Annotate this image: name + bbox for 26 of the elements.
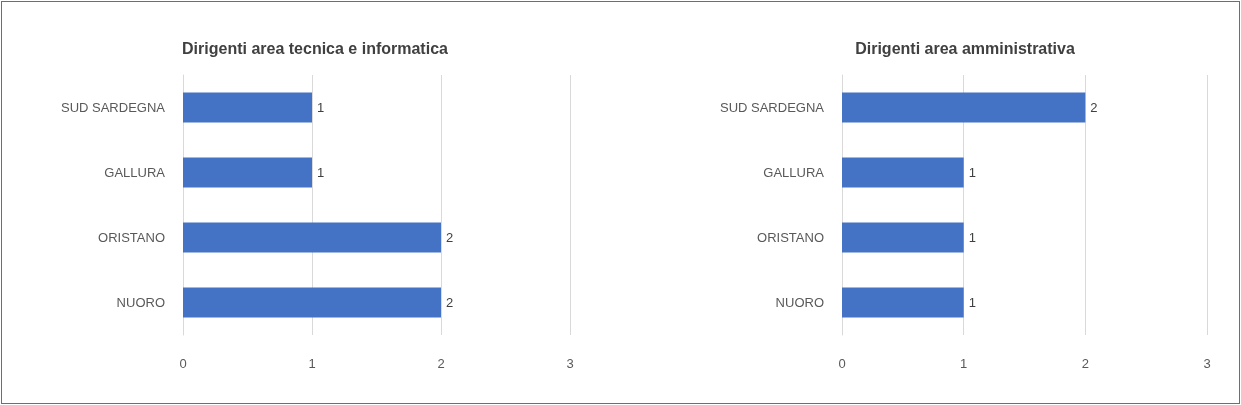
- chart-title: Dirigenti area tecnica e informatica: [182, 39, 449, 57]
- y-tick-label: NUORO: [116, 295, 165, 310]
- y-tick-label: ORISTANO: [757, 230, 824, 245]
- data-label: 1: [968, 165, 976, 180]
- x-tick-label: 1: [308, 356, 316, 371]
- y-tick-label: GALLURA: [763, 165, 825, 180]
- x-tick-label: 0: [838, 356, 846, 371]
- data-label: 2: [1090, 100, 1098, 115]
- data-label: 1: [968, 230, 976, 245]
- x-tick-label: 3: [566, 356, 574, 371]
- x-tick-label: 2: [1081, 356, 1089, 371]
- x-tick-label: 3: [1203, 356, 1211, 371]
- data-label: 1: [317, 165, 325, 180]
- y-tick-label: NUORO: [775, 295, 824, 310]
- x-tick-label: 0: [179, 356, 187, 371]
- chart-title: Dirigenti area amministrativa: [855, 39, 1075, 57]
- y-tick-label: SUD SARDEGNA: [60, 100, 166, 115]
- x-tick-label: 1: [960, 356, 968, 371]
- y-tick-label: SUD SARDEGNA: [719, 100, 825, 115]
- data-label: 1: [968, 295, 976, 310]
- data-label: 2: [446, 295, 454, 310]
- data-label: 2: [446, 230, 454, 245]
- y-tick-label: ORISTANO: [98, 230, 165, 245]
- data-label: 1: [317, 100, 325, 115]
- y-tick-label: GALLURA: [104, 165, 166, 180]
- x-tick-label: 2: [437, 356, 445, 371]
